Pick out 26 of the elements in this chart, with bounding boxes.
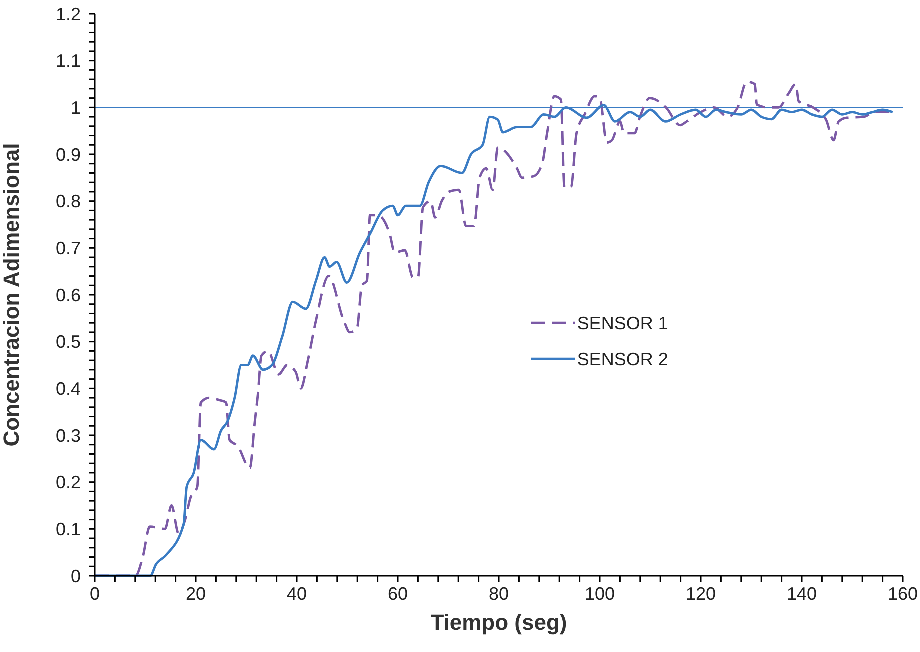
x-tick-label: 100	[584, 584, 616, 604]
y-tick-label: 0.2	[56, 472, 81, 493]
y-tick-label: 0.1	[56, 519, 81, 540]
y-axis-title: Concentracion Adimensional	[0, 143, 24, 447]
y-tick-label: 0.3	[56, 426, 81, 446]
y-tick-label: 0.5	[56, 332, 81, 352]
y-tick-label: 0.8	[56, 192, 81, 212]
x-tick-label: 20	[186, 584, 206, 604]
x-axis-title: Tiempo (seg)	[430, 610, 568, 635]
x-tick-label: 120	[686, 584, 716, 604]
y-tick-label: 0.7	[56, 238, 81, 258]
legend-label: SENSOR 2	[577, 349, 668, 370]
legend-label: SENSOR 1	[577, 313, 668, 334]
x-tick-label: 40	[286, 584, 308, 604]
x-tick-label: 80	[488, 584, 510, 604]
y-tick-label: 1.2	[56, 4, 81, 24]
y-tick-label: 0.6	[56, 285, 81, 306]
y-tick-label: 0.9	[56, 144, 81, 165]
y-tick-label: 1	[70, 98, 81, 118]
y-tick-label: 0	[70, 566, 81, 586]
x-tick-label: 0	[90, 584, 100, 604]
y-tick-label: 1.1	[56, 51, 81, 72]
y-tick-label: 0.4	[56, 378, 81, 399]
x-tick-label: 140	[786, 584, 818, 604]
x-tick-label: 60	[388, 584, 408, 604]
x-tick-label: 160	[888, 584, 918, 604]
